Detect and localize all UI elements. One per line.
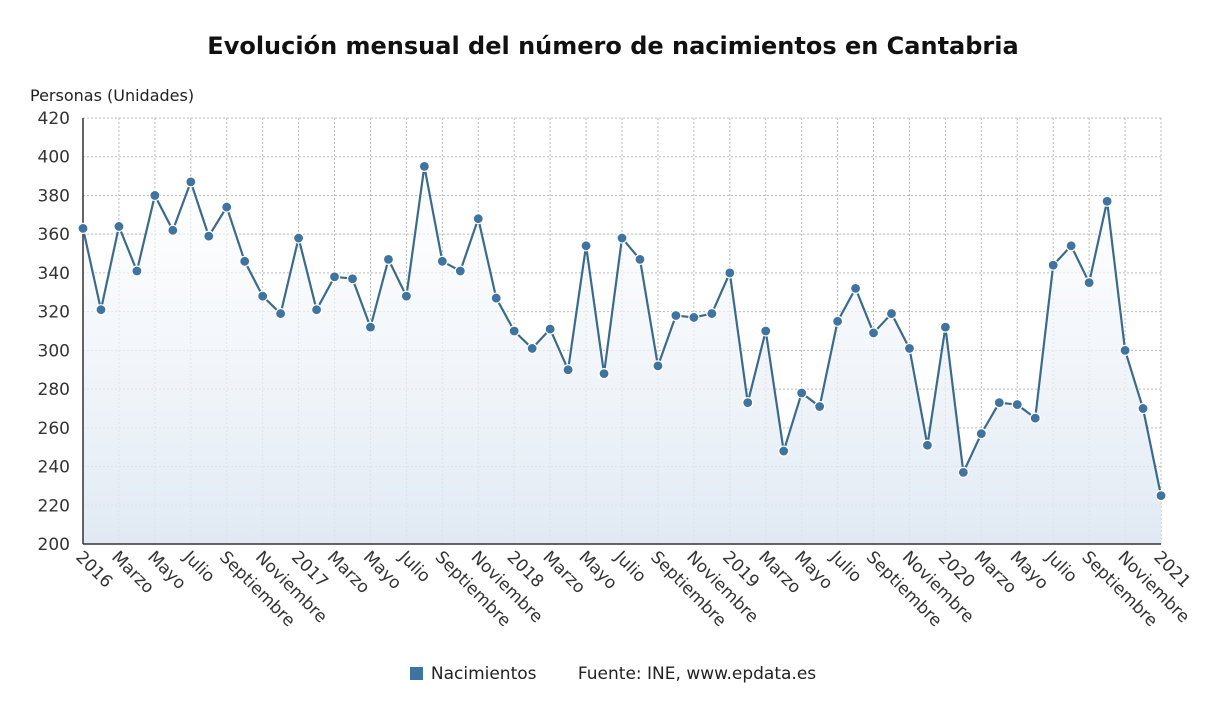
legend: Nacimientos Fuente: INE, www.epdata.es [0,664,1226,684]
data-point [131,265,143,277]
data-point [310,304,323,316]
data-point [454,265,466,277]
y-tick-label: 200 [38,535,70,555]
data-point [831,315,844,327]
data-point [939,321,952,333]
data-point [328,271,341,283]
data-point [382,253,395,265]
x-tick-label: 2016 [71,547,116,592]
data-point [867,327,880,339]
data-point [1101,195,1113,207]
data-point [257,290,269,302]
data-point [742,397,754,409]
data-point [275,307,287,320]
data-point [185,176,197,188]
data-point [293,232,305,244]
y-tick-label: 220 [38,496,70,516]
data-point [652,360,664,372]
y-tick-label: 320 [38,303,70,323]
data-point [526,342,538,355]
y-tick-label: 260 [38,419,70,439]
data-point [77,222,89,234]
data-point [544,323,556,335]
source-note: Fuente: INE, www.epdata.es [577,664,817,684]
data-point [1029,412,1041,424]
data-point [95,304,107,316]
data-point [634,253,646,265]
data-point [903,342,916,355]
data-point [203,230,215,242]
data-point [778,445,790,457]
data-point [1119,344,1131,356]
legend-swatch [409,667,423,680]
data-point [1137,402,1149,415]
y-tick-label: 300 [38,341,70,361]
data-point [975,428,987,440]
series-area [83,166,1161,544]
data-point [670,309,682,322]
data-point [1011,398,1023,411]
data-point [562,364,574,376]
data-point [400,290,412,302]
data-point [346,273,359,285]
data-point [814,400,826,413]
data-point [849,282,862,294]
data-point [490,292,502,304]
data-point [221,201,233,213]
y-tick-label: 280 [38,380,70,400]
data-point [957,466,969,478]
data-point [364,321,377,333]
data-point [1155,489,1167,502]
chart-title: Evolución mensual del número de nacimien… [207,32,1019,60]
data-point [239,255,251,267]
data-point [616,232,628,244]
y-tick-label: 360 [38,225,70,245]
data-point [796,387,808,399]
data-point [167,224,179,236]
data-point [688,311,700,324]
data-point [706,307,718,320]
data-point [113,220,125,233]
data-point [921,439,934,451]
y-tick-label: 400 [38,148,70,168]
data-point [993,397,1005,409]
data-point [760,325,772,337]
data-point [580,240,592,252]
data-point [1047,259,1059,271]
data-point [418,160,430,173]
y-tick-label: 380 [38,186,70,206]
y-tick-label: 420 [38,109,70,129]
data-point [472,213,484,225]
data-point [149,189,161,202]
y-axis-label: Personas (Unidades) [30,86,195,105]
data-point [508,325,520,337]
data-point [1083,276,1095,289]
data-point [1065,240,1077,252]
legend-label: Nacimientos [430,664,537,684]
y-tick-label: 340 [38,264,70,284]
y-tick-label: 240 [38,458,70,478]
data-point [598,368,610,380]
data-point [436,255,448,267]
data-point [885,307,898,320]
data-point [724,267,736,279]
